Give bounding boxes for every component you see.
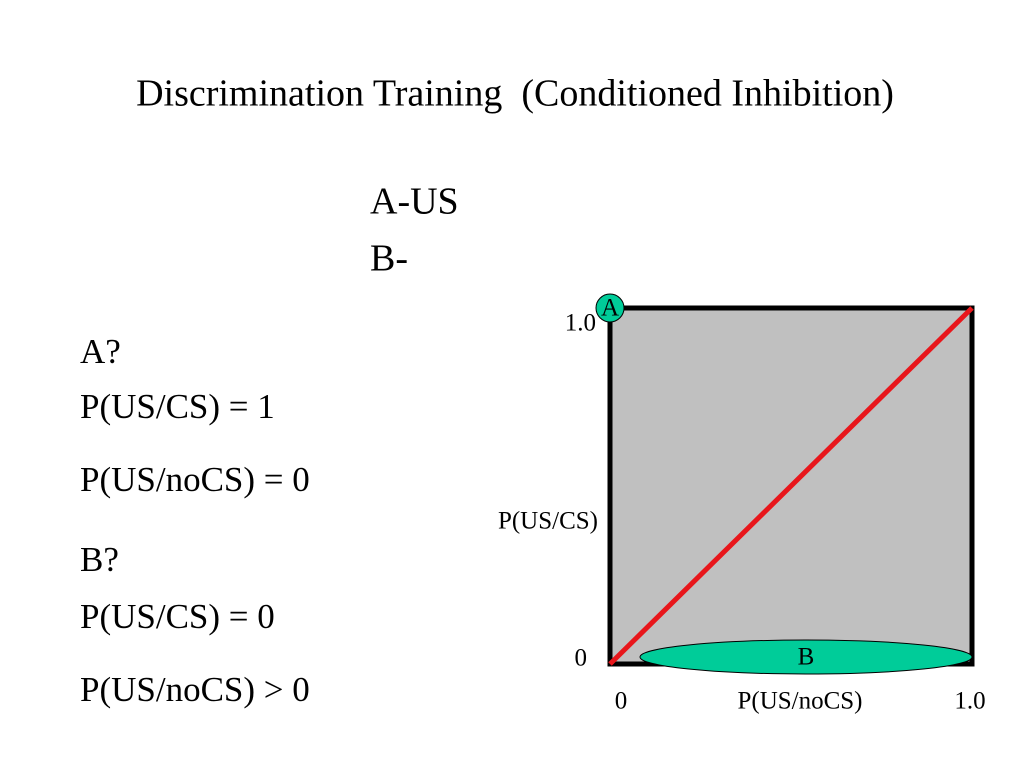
x-axis-label: P(US/noCS) <box>737 688 862 715</box>
question-line: P(US/CS) = 1 <box>80 387 275 426</box>
schedule-line: B- <box>370 238 408 280</box>
marker-a-label: A <box>601 295 619 322</box>
y-tick-label: 1.0 <box>565 310 596 337</box>
marker-b-label: B <box>798 644 815 671</box>
diagonal-line <box>608 306 974 666</box>
schedule-line: A-US <box>370 181 459 223</box>
x-tick-label: 0 <box>615 688 628 715</box>
title: Discrimination Training (Conditioned Inh… <box>136 73 894 115</box>
question-line: P(US/CS) = 0 <box>80 597 275 636</box>
question-line: P(US/noCS) = 0 <box>80 460 310 499</box>
x-tick-label: 1.0 <box>954 688 985 715</box>
question-label: A? <box>80 332 121 371</box>
marker-b <box>639 639 973 675</box>
question-line: P(US/noCS) > 0 <box>80 670 310 709</box>
y-tick-label: 0 <box>575 645 588 672</box>
question-label: B? <box>80 540 119 579</box>
contingency-diagram: A B 1.0 0 P(US/CS) 0 1.0 P(US/noCS) <box>498 293 986 715</box>
y-axis-label: P(US/CS) <box>498 508 598 535</box>
marker-a <box>595 293 625 323</box>
